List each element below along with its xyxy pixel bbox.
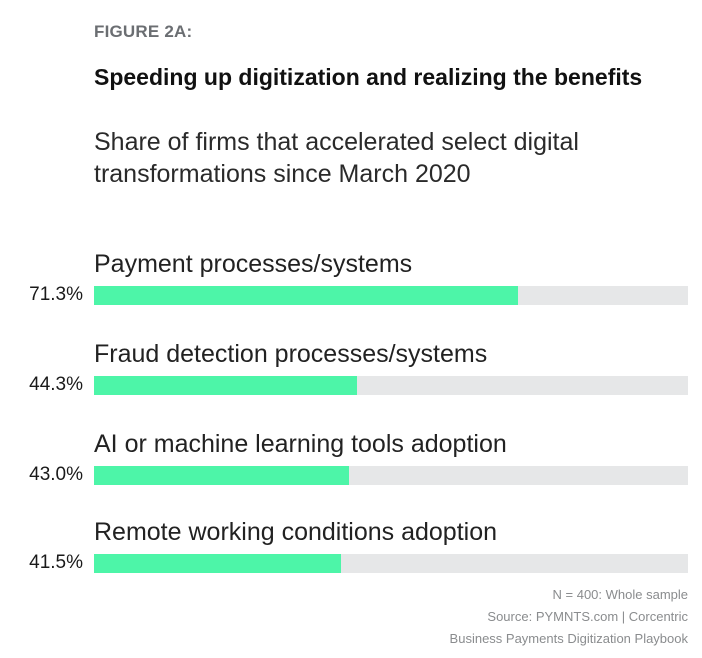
bar-row: Remote working conditions adoption 41.5% <box>0 516 702 586</box>
bar-track <box>94 466 688 485</box>
category-label: Fraud detection processes/systems <box>94 340 488 368</box>
value-label: 43.0% <box>29 464 83 485</box>
bar-track <box>94 286 688 305</box>
value-label: 41.5% <box>29 552 83 573</box>
value-label: 44.3% <box>29 374 83 395</box>
category-label: Remote working conditions adoption <box>94 518 498 546</box>
figure-label: FIGURE 2A: <box>94 22 193 41</box>
bar-track <box>94 376 688 395</box>
bar <box>94 466 350 485</box>
bar <box>94 376 358 395</box>
bar-row: AI or machine learning tools adoption 43.… <box>0 428 702 498</box>
value-label: 71.3% <box>29 284 83 305</box>
bar-row: Fraud detection processes/systems 44.3% <box>0 338 702 408</box>
bar <box>94 286 518 305</box>
footer-publication: Business Payments Digitization Playbook <box>449 631 688 646</box>
bar <box>94 554 341 573</box>
bar-row: Payment processes/systems 71.3% <box>0 248 702 318</box>
chart-subtitle: Share of firms that accelerated select d… <box>94 128 579 188</box>
category-label: Payment processes/systems <box>94 250 413 278</box>
footer-sample-note: N = 400: Whole sample <box>552 587 688 602</box>
chart-title: Speeding up digitization and realizing t… <box>94 64 643 90</box>
bar-track <box>94 554 688 573</box>
category-label: AI or machine learning tools adoption <box>94 430 507 458</box>
footer-source: Source: PYMNTS.com | Corcentric <box>487 609 688 624</box>
